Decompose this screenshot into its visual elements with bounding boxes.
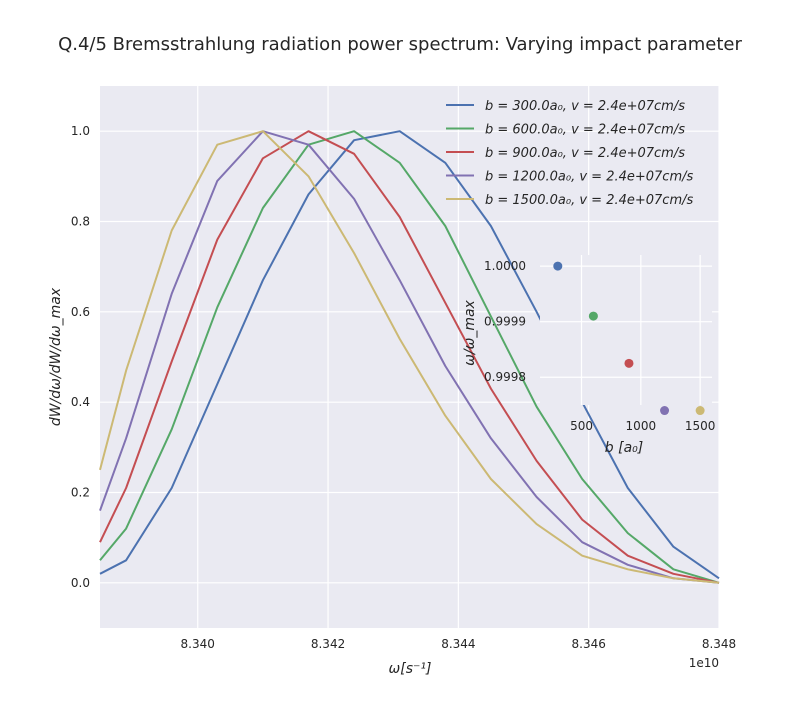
inset-plot-area bbox=[540, 255, 712, 405]
legend-label-3: b = 900.0a₀, v = 2.4e+07cm/s bbox=[485, 146, 685, 161]
main-x-tick-label: 8.348 bbox=[702, 637, 736, 651]
main-x-tick-label: 8.346 bbox=[572, 637, 606, 651]
x-axis-label: ω[s⁻¹] bbox=[389, 661, 432, 677]
series-line-3 bbox=[99, 130, 720, 584]
chart-title: Q.4/5 Bremsstrahlung radiation power spe… bbox=[58, 34, 742, 55]
inset-y-tick-label: 0.9999 bbox=[484, 315, 526, 329]
main-x-tick-label: 8.340 bbox=[181, 637, 215, 651]
main-y-tick-label: 1.0 bbox=[71, 124, 90, 138]
inset-point-2 bbox=[588, 311, 598, 321]
inset-point-3 bbox=[624, 358, 634, 368]
inset-x-tick-label: 500 bbox=[570, 419, 593, 433]
inset-x-tick-label: 1000 bbox=[626, 419, 657, 433]
series-line-2 bbox=[99, 130, 720, 584]
main-x-tick-label: 8.344 bbox=[441, 637, 475, 651]
inset-point-4 bbox=[660, 406, 670, 416]
legend: b = 300.0a₀, v = 2.4e+07cm/s b = 600.0a₀,… bbox=[446, 99, 693, 208]
series-line-5 bbox=[99, 130, 720, 584]
inset-x-tick-label: 1500 bbox=[685, 419, 716, 433]
main-y-tick-label: 0.8 bbox=[71, 215, 90, 229]
inset-x-axis-label: b [a₀] bbox=[605, 440, 643, 456]
series-line-4 bbox=[99, 130, 720, 584]
main-x-tick-label: 8.342 bbox=[311, 637, 345, 651]
main-y-tick-label: 0.6 bbox=[71, 305, 90, 319]
inset-point-1 bbox=[553, 261, 563, 271]
inset-y-axis-label: ω/ω_max bbox=[462, 299, 478, 365]
y-axis-label: dW/dω/dW/dω_max bbox=[48, 287, 64, 426]
inset-y-tick-label: 1.0000 bbox=[484, 259, 526, 273]
legend-label-1: b = 300.0a₀, v = 2.4e+07cm/s bbox=[485, 99, 685, 114]
main-y-tick-label: 0.0 bbox=[71, 576, 90, 590]
inset-point-5 bbox=[695, 406, 705, 416]
x-offset-label: 1e10 bbox=[689, 656, 719, 670]
main-y-tick-label: 0.4 bbox=[71, 395, 90, 409]
series-line-1 bbox=[99, 130, 720, 580]
inset-y-tick-label: 0.9998 bbox=[484, 370, 526, 384]
legend-label-5: b = 1500.0a₀, v = 2.4e+07cm/s bbox=[485, 193, 693, 208]
legend-label-2: b = 600.0a₀, v = 2.4e+07cm/s bbox=[485, 123, 685, 138]
legend-label-4: b = 1200.0a₀, v = 2.4e+07cm/s bbox=[485, 170, 693, 185]
main-y-tick-label: 0.2 bbox=[71, 486, 90, 500]
